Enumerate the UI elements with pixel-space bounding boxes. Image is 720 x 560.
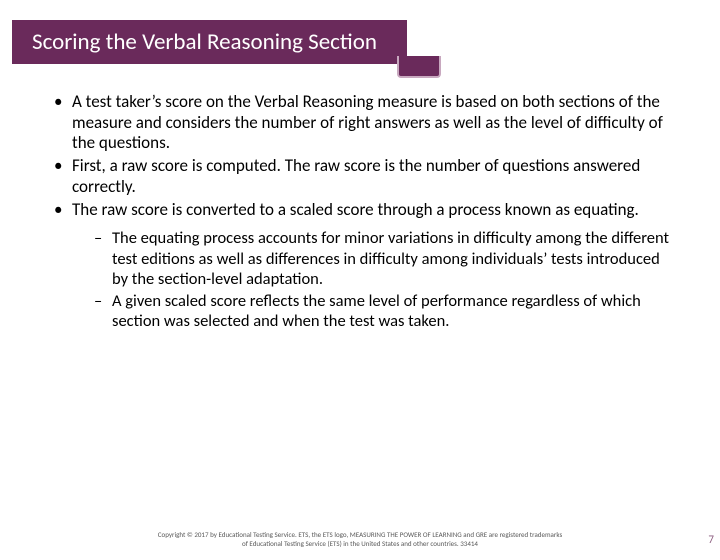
bullet-item: A test taker’s score on the Verbal Reaso… bbox=[48, 92, 672, 154]
sub-bullet-list: The equating process accounts for minor … bbox=[92, 228, 672, 331]
slide-title: Scoring the Verbal Reasoning Section bbox=[12, 20, 407, 64]
bullet-item: First, a raw score is computed. The raw … bbox=[48, 156, 672, 197]
main-bullet-list: A test taker’s score on the Verbal Reaso… bbox=[48, 92, 672, 331]
content-region: A test taker’s score on the Verbal Reaso… bbox=[0, 64, 720, 331]
sub-bullet-item: The equating process accounts for minor … bbox=[92, 228, 672, 288]
bullet-item: The raw score is converted to a scaled s… bbox=[48, 200, 672, 331]
title-region: Scoring the Verbal Reasoning Section bbox=[0, 20, 720, 64]
title-tab-decoration bbox=[397, 56, 441, 78]
bullet-text: The raw score is converted to a scaled s… bbox=[72, 199, 639, 220]
sub-bullet-item: A given scaled score reflects the same l… bbox=[92, 291, 672, 331]
footer-line: of Educational Testing Service (ETS) in … bbox=[60, 540, 660, 548]
